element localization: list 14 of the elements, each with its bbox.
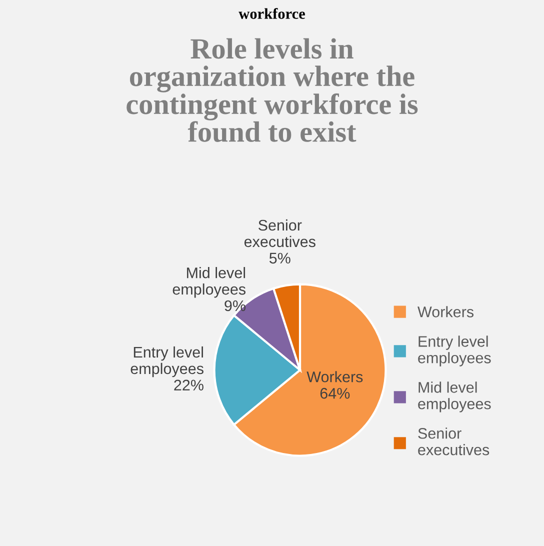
slice-label: Workers [306,371,363,382]
data-label: 64% [320,388,350,399]
legend-label: Entry level employees [418,336,491,366]
slice-label: Senior executives [244,219,316,248]
legend-label: Mid level employees [418,382,491,412]
data-label: 22% [174,380,204,390]
text: workforce [238,8,305,19]
slice-label: Entry level employees [130,346,204,378]
legend-label: Senior executives [418,428,490,456]
chart-title: Role levels in organization where the contingent workforce is found to exist [126,38,418,142]
legend-label: Workers [418,306,474,318]
slice-label: Mid level employees [172,267,246,298]
data-label: 9% [224,300,246,312]
data-label: 5% [269,252,290,264]
